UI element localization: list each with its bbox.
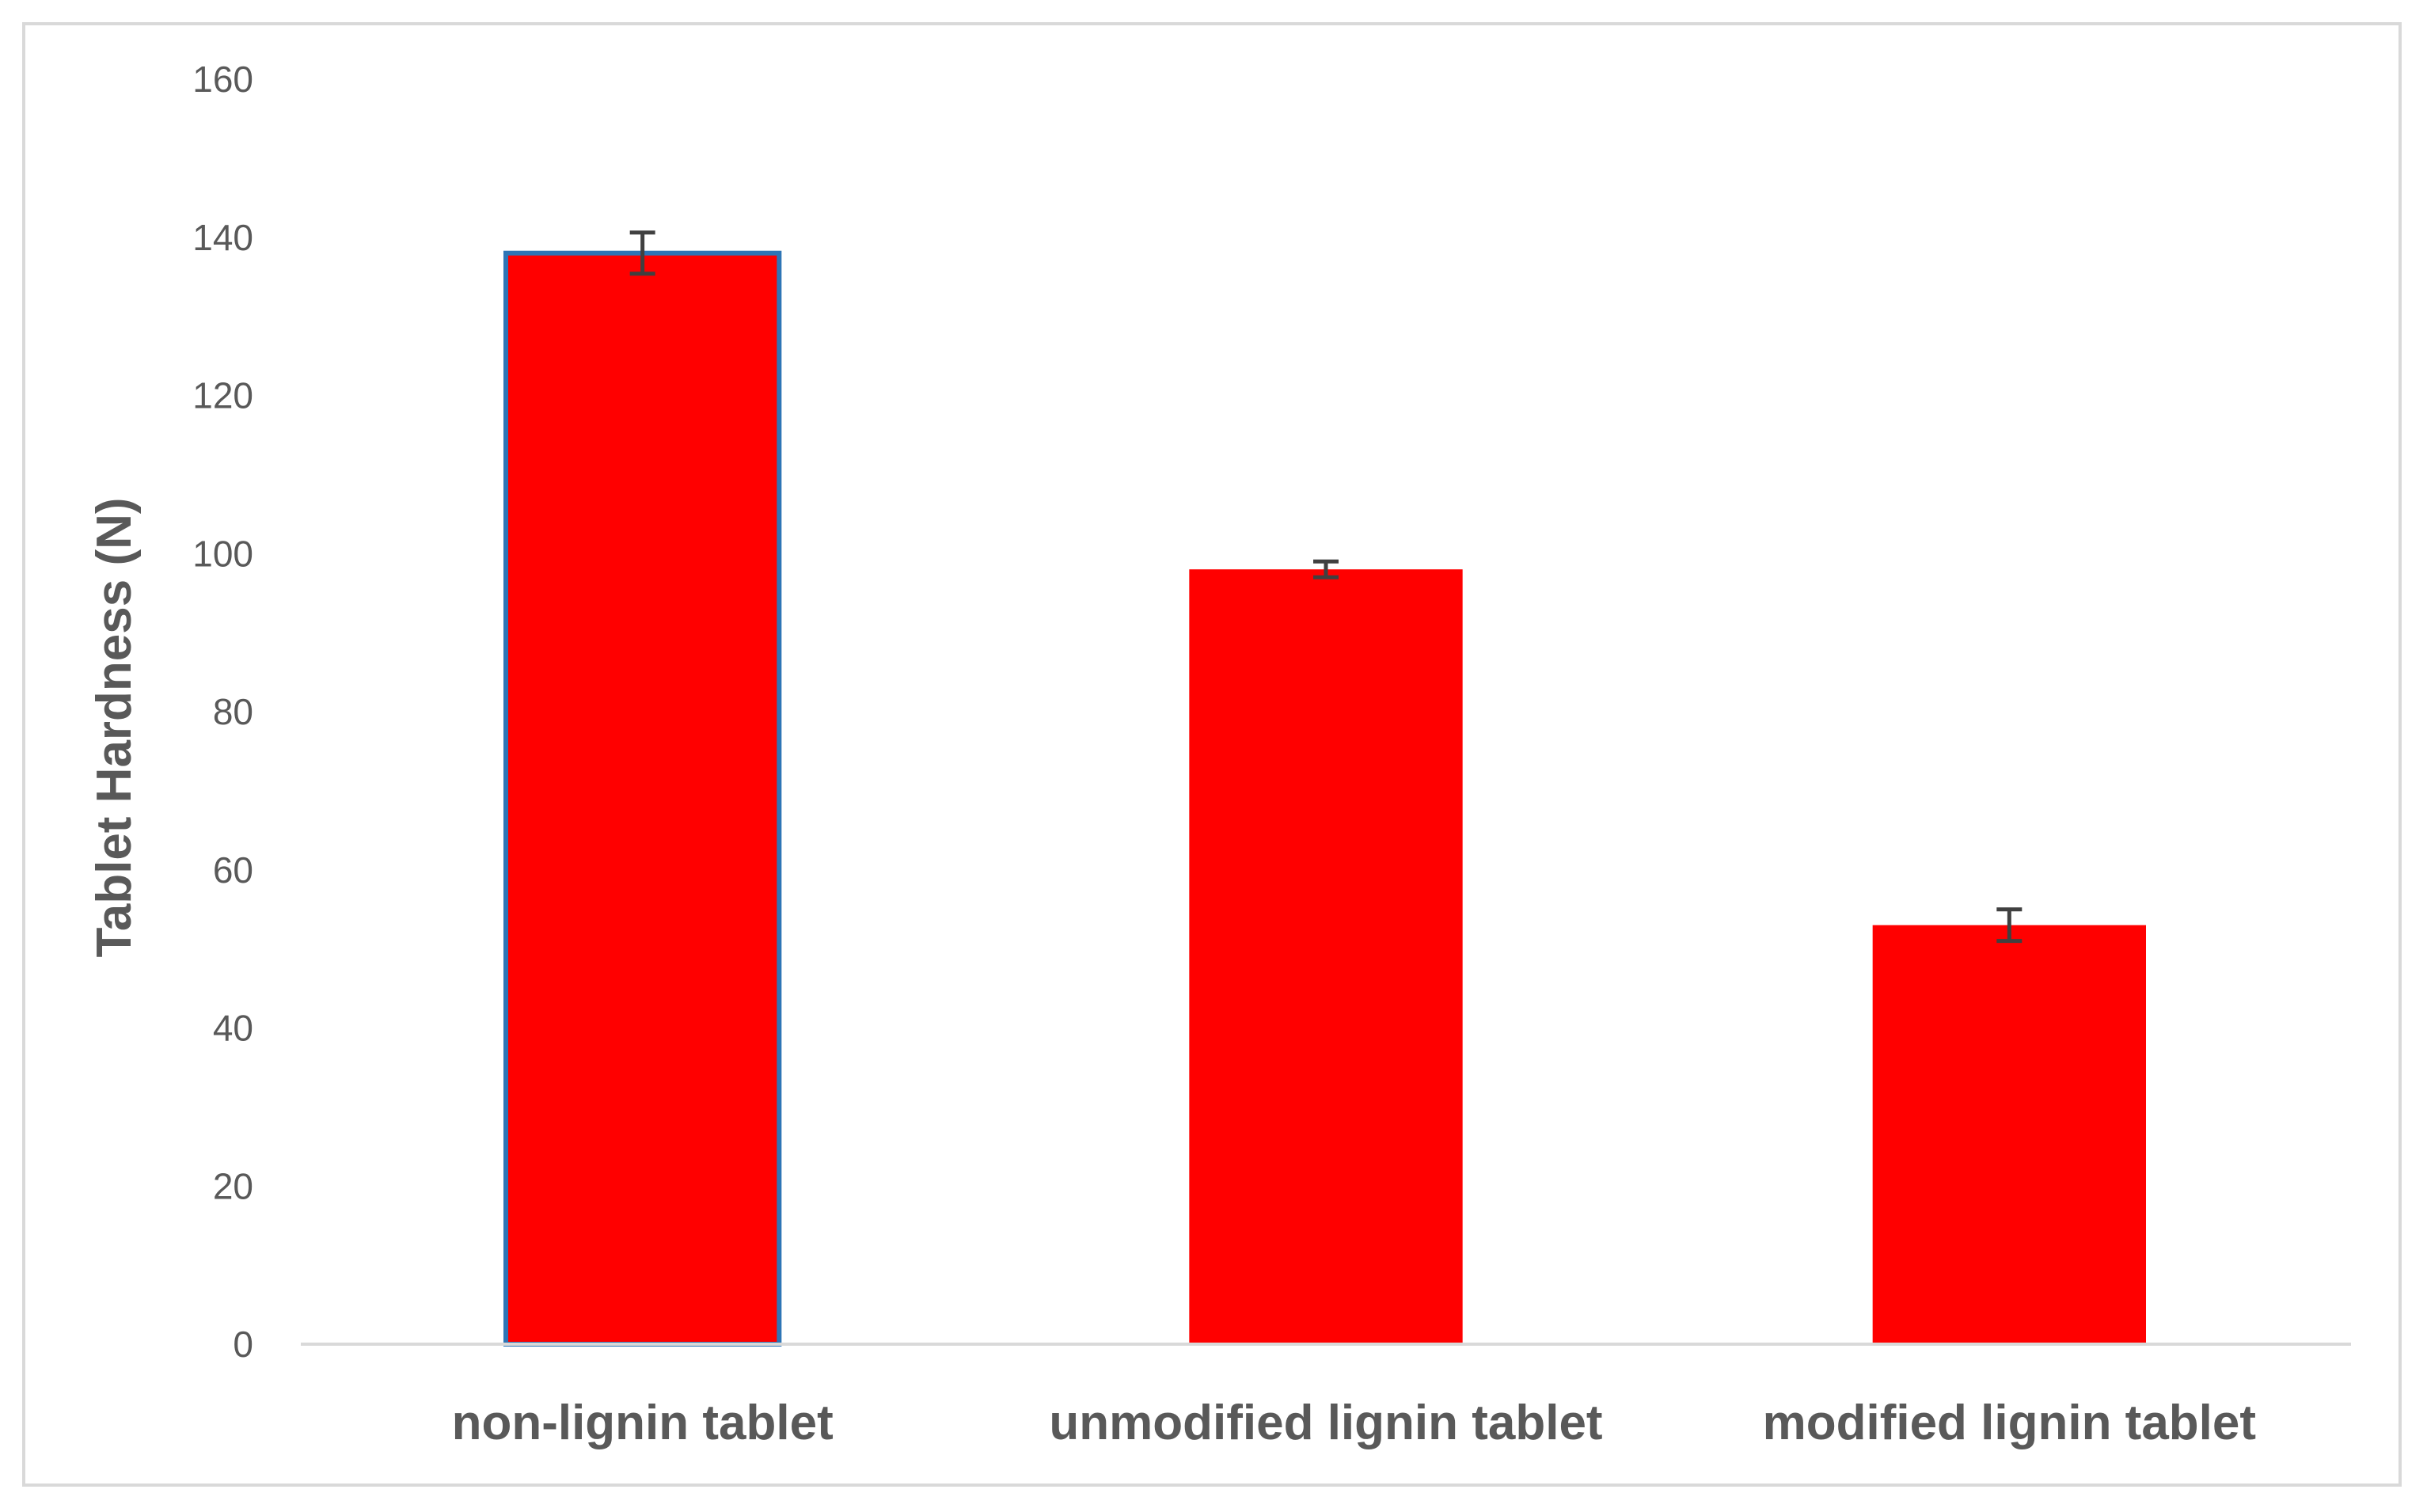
bar: [503, 250, 782, 1347]
y-tick-label: 80: [213, 691, 253, 732]
x-category-label: non-lignin tablet: [452, 1396, 834, 1450]
error-bars: [629, 230, 2022, 944]
x-category-label: modified lignin tablet: [1763, 1396, 2256, 1450]
y-tick-label: 140: [192, 217, 253, 258]
y-tick-label: 100: [192, 533, 253, 574]
y-tick-label: 60: [213, 849, 253, 891]
y-tick-label: 40: [213, 1008, 253, 1049]
y-axis-title: Tablet Hardness (N): [87, 497, 142, 957]
y-tick-label: 0: [233, 1324, 253, 1365]
x-category-label: unmodified lignin tablet: [1049, 1396, 1602, 1450]
x-axis-labels: non-lignin tablet unmodified lignin table…: [452, 1396, 2256, 1450]
y-tick-label: 160: [192, 59, 253, 100]
y-tick-label: 120: [192, 375, 253, 416]
error-bar: [629, 230, 655, 276]
bar: [1189, 569, 1463, 1344]
error-bar: [1313, 559, 1339, 579]
bar: [1872, 925, 2146, 1344]
y-axis-ticks: 0 20 40 60 80 100 120 140 160: [192, 59, 253, 1365]
y-tick-label: 20: [213, 1165, 253, 1206]
error-bar: [1996, 907, 2022, 944]
bars: [503, 250, 2146, 1347]
